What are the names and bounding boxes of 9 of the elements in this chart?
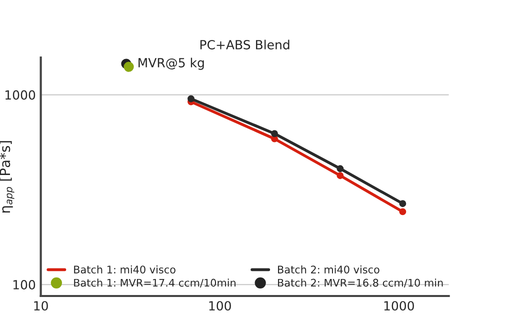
legend-label: Batch 2: MVR=16.8 ccm/10 min [278, 278, 443, 288]
annotation: MVR@5 kg [138, 58, 204, 70]
x-tick-label: 100 [209, 301, 231, 311]
chart-title: PC+ABS Blend [200, 40, 290, 50]
legend-label: Batch 1: mi40 visco [74, 265, 176, 274]
x-tick-label: 1000 [384, 301, 414, 311]
legend-label: Batch 1: MVR=17.4 ccm/10min [74, 278, 236, 288]
x-tick-label: 10 [34, 301, 48, 311]
legend-label: Batch 2: mi40 visco [278, 265, 380, 274]
